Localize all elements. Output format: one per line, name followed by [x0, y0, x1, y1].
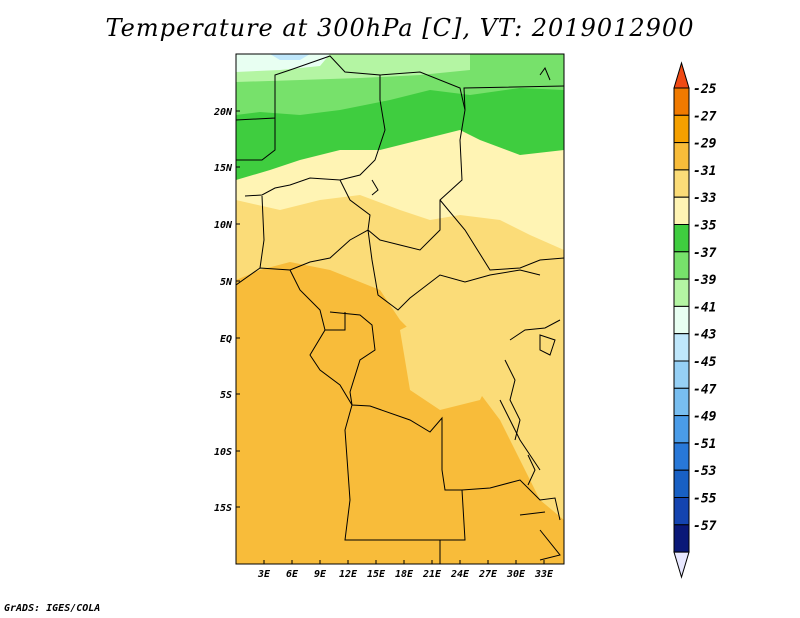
colorbar-segment: [673, 360, 690, 389]
border-congo: [329, 311, 466, 541]
longitude-axis: 3E 6E 9E 12E 15E 18E 21E 24E 27E 30E 33E: [257, 560, 554, 580]
lat-tick-label: 10N: [214, 220, 233, 231]
lon-tick-label: 6E: [286, 569, 299, 580]
lake-kariba: [519, 511, 546, 516]
border-moz: [539, 529, 561, 561]
colorbar-label: -53: [693, 464, 717, 479]
colorbar-label: -51: [693, 437, 716, 452]
border-benin: [259, 195, 265, 269]
colorbar-segment: [673, 251, 690, 280]
border-tanzania: [499, 399, 541, 471]
border-nigeria: [289, 179, 371, 271]
lat-tick-label: 10S: [214, 447, 232, 458]
colorbar-segment: [673, 387, 690, 417]
colorbar-label: -33: [693, 191, 717, 206]
colorbar-segment: [673, 169, 690, 198]
colorbar-segment: [673, 87, 690, 116]
latitude-axis: 20N 15N 10N 5N EQ 5S 10S 15S: [213, 107, 240, 514]
lon-tick-label: 21E: [422, 569, 442, 580]
colorbar-label: -27: [693, 109, 717, 124]
footer-credit: GrADS: IGES/COLA: [4, 603, 101, 614]
colorbar-label: -31: [693, 164, 716, 179]
band-m41: [236, 54, 330, 72]
colorbar-segment: [673, 142, 690, 171]
country-borders: [236, 55, 564, 564]
lon-tick-label: 33E: [534, 569, 554, 580]
colorbar-segment: [673, 114, 690, 144]
lat-tick-label: 5S: [220, 390, 232, 401]
border-gabon: [325, 312, 346, 331]
lake-tanganyika: [504, 359, 521, 441]
colorbar-label: -57: [693, 519, 717, 534]
border-north: [463, 85, 564, 111]
lat-tick-label: 15N: [214, 163, 233, 174]
colorbar-segment: [673, 442, 690, 471]
band-m31: [236, 150, 564, 520]
band-m43: [270, 54, 310, 60]
colorbar-label: -47: [693, 382, 717, 397]
border-west: [236, 55, 386, 197]
lake-chad: [371, 179, 379, 196]
lat-tick-label: 5N: [220, 277, 233, 288]
lon-tick-label: 27E: [478, 569, 498, 580]
border-uganda: [509, 319, 561, 341]
border-zambia: [461, 479, 561, 521]
lake-malawi: [527, 454, 536, 486]
red-sea-coast: [539, 66, 551, 81]
colorbar-label: -43: [693, 328, 717, 343]
colorbar-segment: [673, 305, 690, 335]
lat-tick-label: 15S: [214, 503, 232, 514]
lon-tick-label: 9E: [314, 569, 327, 580]
lon-tick-label: 3E: [257, 569, 271, 580]
colorbar-label: -55: [693, 492, 717, 507]
border-sudan: [439, 199, 564, 271]
colorbar-label: -29: [693, 137, 717, 152]
border-car: [367, 229, 541, 311]
chart-title: Temperature at 300hPa [C], VT: 201901290…: [105, 14, 695, 42]
colorbar-label: -35: [693, 219, 717, 234]
lon-tick-label: 24E: [450, 569, 470, 580]
band-m31-patch: [400, 310, 500, 410]
colorbar-label: -37: [693, 246, 717, 261]
border-angola: [344, 404, 430, 541]
map-frame: [235, 53, 565, 565]
colorbar-segment: [673, 224, 690, 253]
colorbar-label: -49: [693, 410, 717, 425]
colorbar-label: -41: [693, 300, 716, 315]
colorbar-segment: [673, 415, 690, 444]
lon-tick-label: 12E: [339, 569, 358, 580]
colorbar-bottom-arrow: [673, 551, 690, 579]
colorbar-segment: [673, 497, 690, 526]
coastline: [236, 267, 353, 406]
lon-tick-label: 30E: [506, 569, 526, 580]
colorbar-segment: [673, 278, 690, 307]
colorbar: -25 -27 -29 -31 -33 -35 -37 -39 -41 -43 -45 -47 -49 -…: [673, 61, 717, 579]
lat-tick-label: EQ: [220, 334, 232, 345]
colorbar-top-arrow: [673, 61, 690, 89]
colorbar-segment: [673, 469, 690, 499]
colorbar-segment: [673, 524, 690, 553]
colorbar-label: -39: [693, 273, 717, 288]
lake-victoria: [539, 334, 556, 356]
lon-tick-label: 18E: [395, 569, 414, 580]
border-central: [367, 71, 466, 251]
lat-tick-label: 20N: [213, 107, 233, 118]
border-mali: [236, 118, 276, 161]
temperature-field: [236, 54, 564, 564]
colorbar-label: -45: [693, 355, 717, 370]
colorbar-label: -25: [693, 82, 717, 97]
colorbar-segment: [673, 333, 690, 362]
colorbar-segment: [673, 196, 690, 225]
lon-tick-label: 15E: [367, 569, 386, 580]
